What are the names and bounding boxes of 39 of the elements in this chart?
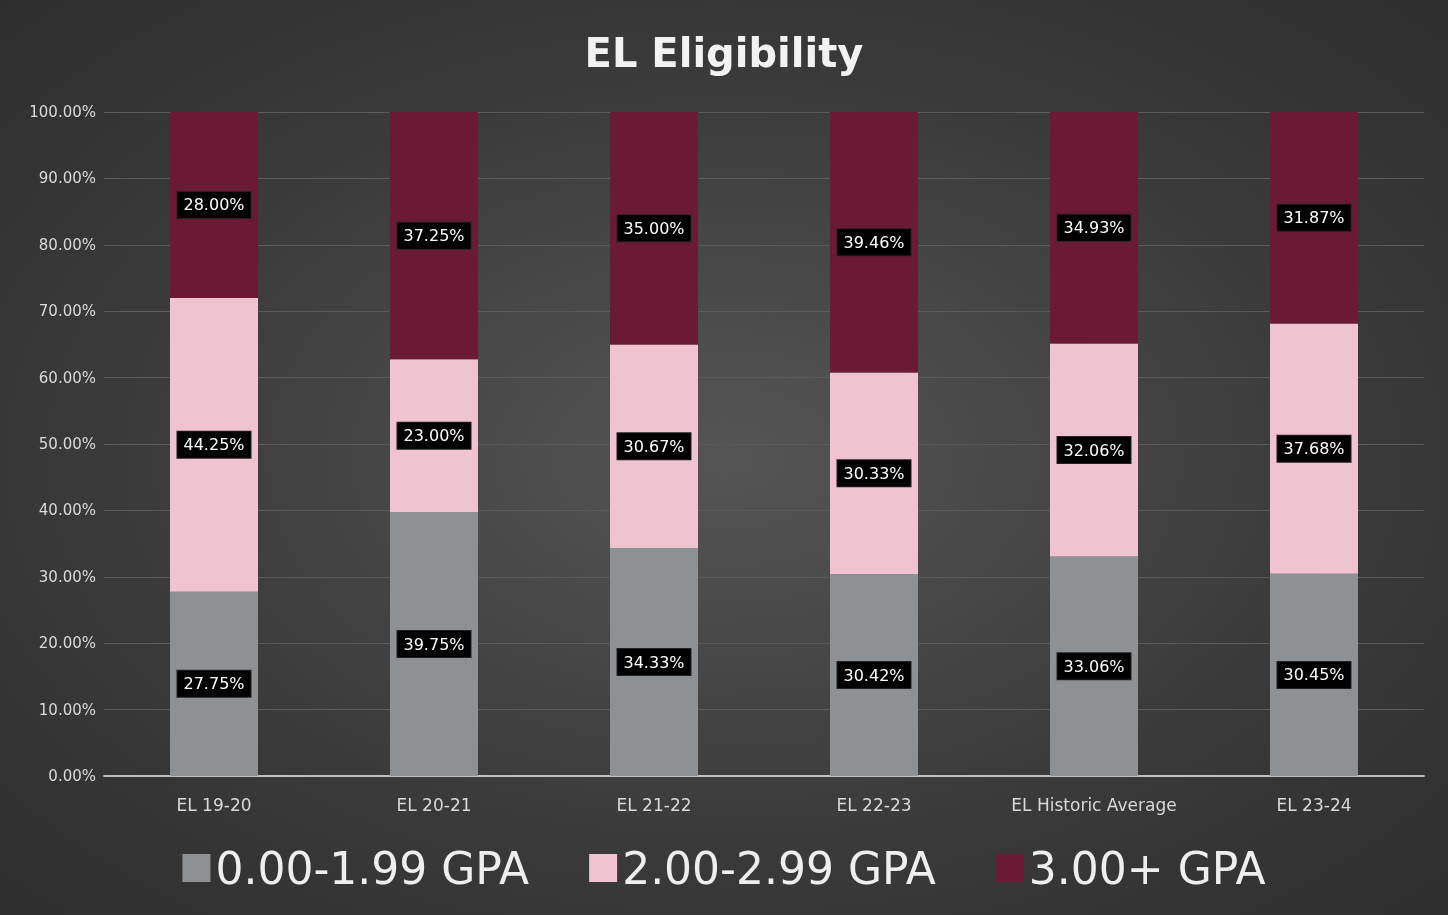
legend-label: 2.00-2.99 GPA: [622, 842, 936, 894]
y-tick-label: 80.00%: [38, 235, 96, 254]
y-tick-label: 90.00%: [38, 169, 96, 188]
y-tick-label: 40.00%: [38, 501, 96, 520]
y-tick-label: 100.00%: [29, 103, 96, 121]
chart-title: EL Eligibility: [584, 30, 864, 76]
legend-label: 3.00+ GPA: [1028, 842, 1266, 894]
x-tick-label: EL Historic Average: [1011, 794, 1177, 815]
x-tick-label: EL 21-22: [616, 794, 692, 815]
data-label: 31.87%: [1283, 208, 1345, 228]
data-label: 33.06%: [1063, 656, 1125, 676]
data-label: 32.06%: [1063, 440, 1125, 460]
data-label: 27.75%: [183, 674, 245, 694]
y-tick-label: 20.00%: [38, 634, 96, 653]
y-tick-label: 0.00%: [48, 767, 96, 785]
y-tick-label: 70.00%: [38, 302, 96, 321]
data-label: 23.00%: [403, 426, 465, 446]
data-label: 34.33%: [623, 652, 685, 672]
x-tick-label: EL 22-23: [836, 794, 912, 815]
x-tick-label: EL 20-21: [396, 794, 472, 815]
x-tick-label: EL 19-20: [176, 794, 252, 815]
data-label: 37.25%: [403, 226, 465, 246]
legend-label: 0.00-1.99 GPA: [215, 842, 530, 894]
data-label: 44.25%: [183, 435, 245, 455]
data-label: 35.00%: [623, 218, 685, 238]
y-tick-label: 50.00%: [38, 435, 96, 453]
x-tick-label: EL 23-24: [1276, 794, 1352, 815]
data-label: 39.46%: [843, 232, 905, 252]
data-label: 30.45%: [1283, 665, 1345, 685]
data-label: 30.67%: [623, 436, 685, 456]
data-label: 30.42%: [843, 665, 905, 685]
y-tick-label: 10.00%: [38, 700, 96, 719]
data-label: 39.75%: [403, 634, 465, 654]
data-label: 37.68%: [1283, 439, 1345, 459]
data-label: 30.33%: [843, 463, 905, 483]
y-tick-label: 30.00%: [38, 567, 96, 586]
data-label: 34.93%: [1063, 218, 1125, 238]
y-tick-label: 60.00%: [38, 368, 96, 387]
data-label: 28.00%: [183, 195, 245, 215]
